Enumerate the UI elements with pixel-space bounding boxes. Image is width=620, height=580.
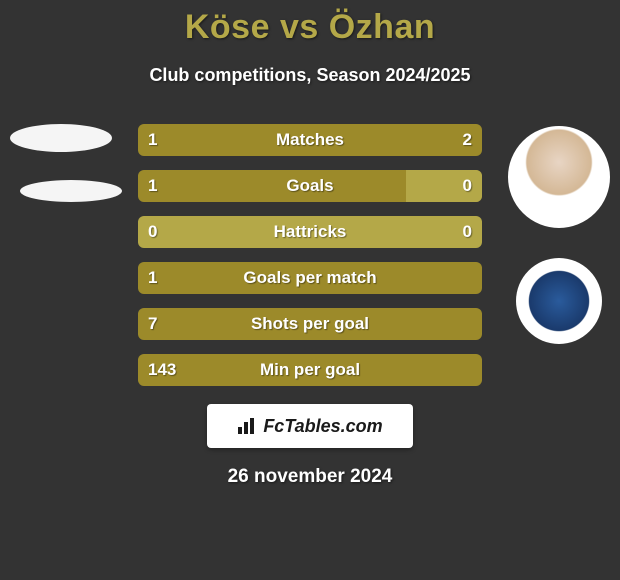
date-text: 26 november 2024 [0,466,620,488]
stat-label: Goals [138,170,482,202]
chart-icon [237,417,259,435]
subtitle: Club competitions, Season 2024/2025 [0,65,620,86]
stat-label: Matches [138,124,482,156]
stat-row: 7Shots per goal [138,308,482,340]
stat-row: 143Min per goal [138,354,482,386]
player1-name: Köse [185,8,270,46]
player2-club-badge [516,258,602,344]
stat-row: 1Matches2 [138,124,482,156]
player1-avatar [10,124,112,152]
player2-avatar [508,126,610,228]
branding-text: FcTables.com [263,416,382,437]
stat-value-right: 0 [463,216,472,248]
vs-text: vs [280,8,319,46]
player1-club-badge [20,180,122,202]
stat-value-right: 0 [463,170,472,202]
stat-label: Shots per goal [138,308,482,340]
club-badge-icon [524,266,594,336]
stat-row: 1Goals per match [138,262,482,294]
stat-label: Hattricks [138,216,482,248]
stat-value-right: 2 [463,124,472,156]
branding-badge[interactable]: FcTables.com [207,404,413,448]
stat-label: Goals per match [138,262,482,294]
stat-label: Min per goal [138,354,482,386]
comparison-title: Köse vs Özhan [0,0,620,47]
player2-name: Özhan [329,8,435,46]
stat-row: 0Hattricks0 [138,216,482,248]
stat-row: 1Goals0 [138,170,482,202]
